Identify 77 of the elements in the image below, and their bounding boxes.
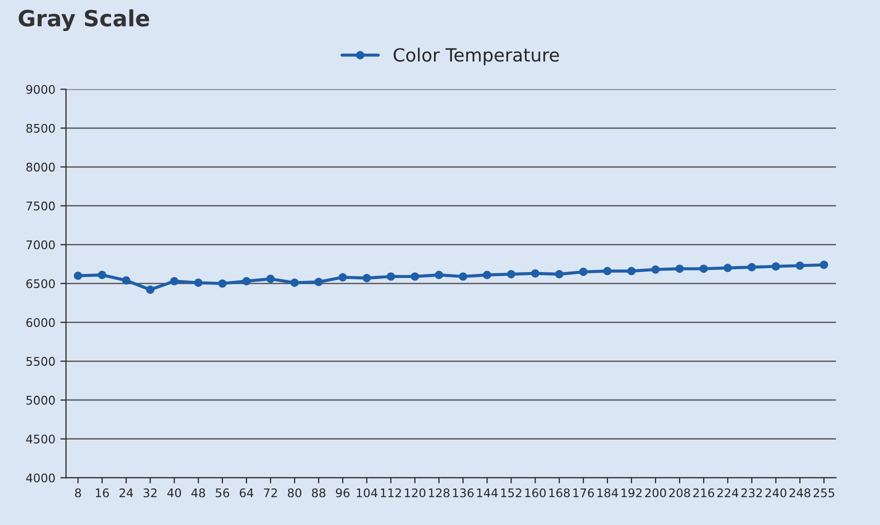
x-tick-label: 48 bbox=[191, 488, 206, 498]
x-tick-label: 64 bbox=[240, 488, 254, 498]
point bbox=[242, 277, 251, 286]
chart-title: Gray Scale bbox=[18, 9, 150, 32]
point bbox=[146, 286, 154, 294]
point bbox=[651, 265, 660, 274]
x-tick-label: 184 bbox=[597, 488, 618, 498]
point bbox=[675, 264, 684, 273]
x-tick-label: 128 bbox=[429, 488, 450, 498]
point bbox=[74, 272, 82, 280]
x-tick-label: 120 bbox=[404, 488, 426, 498]
point bbox=[772, 262, 780, 271]
x-tick-label: 104 bbox=[356, 488, 378, 498]
x-tick-label: 40 bbox=[167, 488, 182, 498]
point bbox=[531, 269, 540, 278]
x-tick-label: 8 bbox=[75, 488, 81, 498]
x-tick-label: 240 bbox=[765, 488, 786, 498]
point bbox=[724, 264, 732, 272]
point bbox=[98, 270, 106, 280]
x-tick-label: 144 bbox=[477, 488, 498, 498]
x-tick-label: 248 bbox=[790, 488, 810, 498]
point bbox=[386, 272, 396, 281]
point bbox=[290, 278, 299, 287]
point bbox=[218, 279, 227, 288]
x-tick-label: 255 bbox=[814, 488, 834, 498]
point bbox=[314, 278, 323, 286]
x-tick-label: 24 bbox=[120, 488, 134, 498]
point bbox=[362, 274, 371, 282]
point bbox=[458, 272, 468, 281]
y-tick-label: 4500 bbox=[26, 434, 55, 444]
point bbox=[555, 270, 564, 278]
y-tick-label: 5500 bbox=[26, 356, 55, 366]
x-tick-label: 232 bbox=[741, 488, 762, 498]
x-tick-label: 192 bbox=[622, 488, 642, 498]
x-tick-label: 96 bbox=[336, 488, 350, 498]
y-tick-label: 4000 bbox=[26, 473, 55, 482]
point bbox=[506, 270, 516, 278]
point bbox=[748, 263, 756, 272]
y-tick-label: 6000 bbox=[26, 318, 55, 328]
x-tick-label: 176 bbox=[573, 488, 594, 498]
y-tick-label: 7500 bbox=[26, 202, 55, 210]
x-tick-label: 152 bbox=[501, 488, 522, 498]
y-tick-label: 8500 bbox=[26, 124, 55, 133]
x-tick-label: 112 bbox=[380, 488, 401, 498]
point bbox=[170, 277, 178, 286]
y-tick-label: 5000 bbox=[26, 396, 55, 405]
x-tick-label: 216 bbox=[693, 488, 714, 498]
x-tick-label: 208 bbox=[669, 488, 690, 498]
point bbox=[434, 270, 444, 280]
point bbox=[338, 273, 347, 282]
legend-label: Color Temperature bbox=[394, 48, 559, 66]
y-tick-label: 9000 bbox=[26, 84, 55, 94]
point bbox=[266, 274, 275, 284]
y-tick-label: 7000 bbox=[26, 240, 55, 250]
point bbox=[796, 261, 804, 270]
point bbox=[627, 266, 636, 276]
x-tick-label: 56 bbox=[216, 488, 230, 498]
x-tick-label: 72 bbox=[264, 488, 277, 498]
y-tick-label: 6500 bbox=[26, 279, 55, 288]
x-tick-label: 200 bbox=[645, 488, 666, 498]
point bbox=[579, 268, 588, 276]
point bbox=[410, 272, 420, 281]
x-tick-label: 16 bbox=[96, 488, 109, 498]
x-tick-label: 224 bbox=[717, 488, 738, 498]
point bbox=[603, 266, 612, 276]
x-tick-label: 32 bbox=[144, 488, 157, 498]
x-tick-label: 168 bbox=[549, 488, 570, 498]
point bbox=[820, 260, 828, 270]
x-tick-label: 80 bbox=[288, 488, 302, 498]
x-tick-label: 136 bbox=[453, 488, 474, 498]
point bbox=[194, 278, 203, 287]
x-tick-label: 160 bbox=[525, 488, 546, 498]
y-tick-label: 8000 bbox=[26, 162, 55, 172]
point bbox=[699, 264, 708, 273]
point bbox=[482, 270, 492, 280]
point bbox=[122, 276, 130, 285]
x-tick-label: 88 bbox=[312, 488, 326, 498]
